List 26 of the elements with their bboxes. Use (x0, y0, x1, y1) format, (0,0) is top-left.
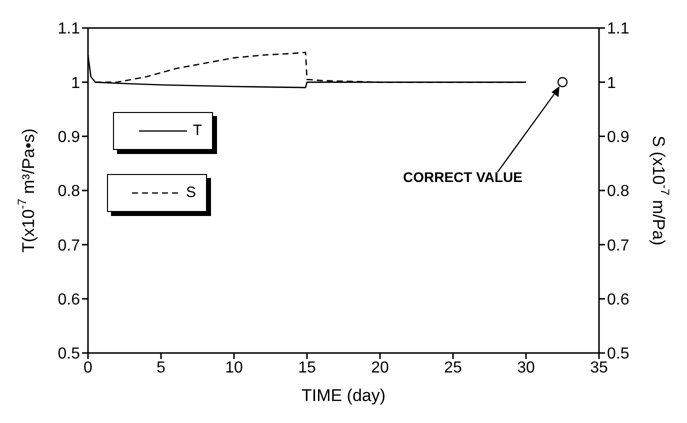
y2-tick-label: 0.6 (607, 292, 630, 309)
x-tick-label: 15 (298, 359, 316, 376)
y2-tick-label: 0.7 (607, 237, 630, 254)
y-tick-label: 1 (71, 74, 80, 92)
y2-tick-label: 0.5 (607, 346, 630, 363)
x-tick-label: 25 (444, 359, 462, 376)
y-tick-label: 1.1 (58, 20, 80, 38)
legend-label: S (186, 184, 196, 202)
y2-tick-label: 1 (607, 74, 616, 92)
y-tick-label: 0.6 (58, 292, 80, 309)
y2-tick-label: 0.9 (607, 129, 630, 146)
y-tick-label: 0.9 (58, 129, 80, 146)
y2-tick-label: 0.8 (607, 183, 630, 200)
x-tick-label: 30 (517, 359, 535, 376)
x-axis-title: TIME (day) (301, 386, 386, 405)
annotation: CORRECT VALUE (402, 169, 522, 186)
y-tick-label: 0.5 (58, 346, 80, 363)
x-tick-label: 5 (156, 359, 166, 376)
x-tick-label: 0 (84, 359, 93, 376)
y-tick-label: 0.7 (58, 237, 80, 254)
x-tick-label: 20 (371, 359, 389, 376)
x-tick-label: 10 (225, 359, 243, 376)
legend-label: T (192, 122, 202, 140)
x-tick-label: 35 (590, 359, 608, 376)
y-tick-label: 0.8 (58, 183, 80, 200)
y2-tick-label: 1.1 (607, 20, 630, 38)
